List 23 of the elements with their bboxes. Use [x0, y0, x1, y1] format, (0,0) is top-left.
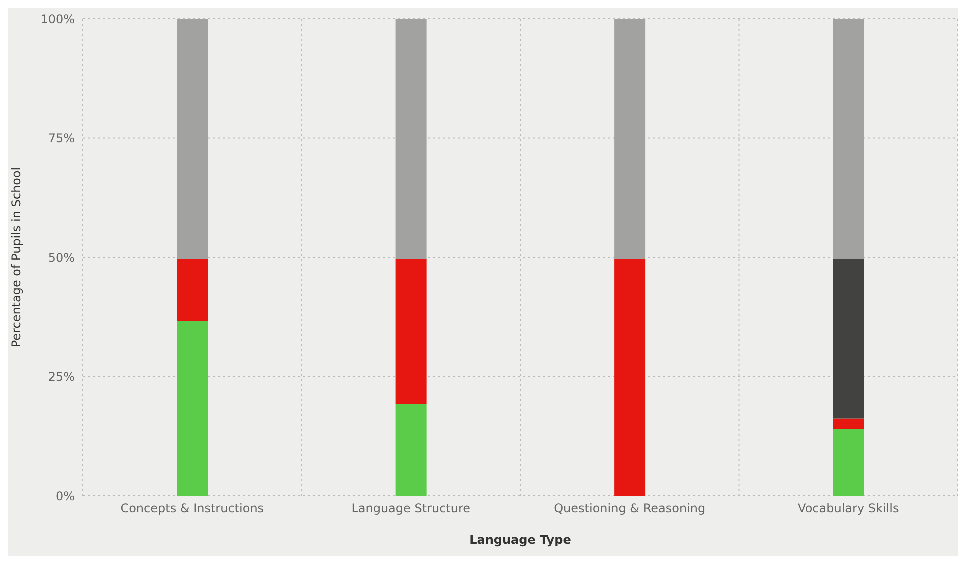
x-axis-title: Language Type	[470, 533, 572, 547]
bar	[833, 429, 864, 496]
bar	[177, 320, 208, 496]
bar	[177, 19, 208, 260]
bar	[396, 259, 427, 404]
bar	[833, 418, 864, 430]
bar	[614, 259, 646, 496]
y-tick-label: 0%	[56, 489, 75, 504]
bar	[396, 404, 427, 496]
x-tick-label: Questioning & Reasoning	[554, 502, 706, 516]
x-tick-label: Concepts & Instructions	[120, 502, 264, 516]
x-tick-label: Language Structure	[352, 502, 471, 516]
bar	[614, 19, 646, 260]
y-tick-label: 50%	[48, 250, 75, 265]
y-tick-label: 75%	[48, 132, 75, 146]
y-axis-title: Percentage of Pupils in School	[9, 167, 24, 348]
bar	[177, 259, 208, 321]
x-tick-label: Vocabulary Skills	[798, 502, 900, 516]
bar	[833, 19, 864, 260]
y-tick-label: 25%	[48, 370, 75, 384]
bar	[396, 19, 427, 260]
y-tick-label: 100%	[40, 12, 75, 26]
bar	[833, 259, 864, 419]
